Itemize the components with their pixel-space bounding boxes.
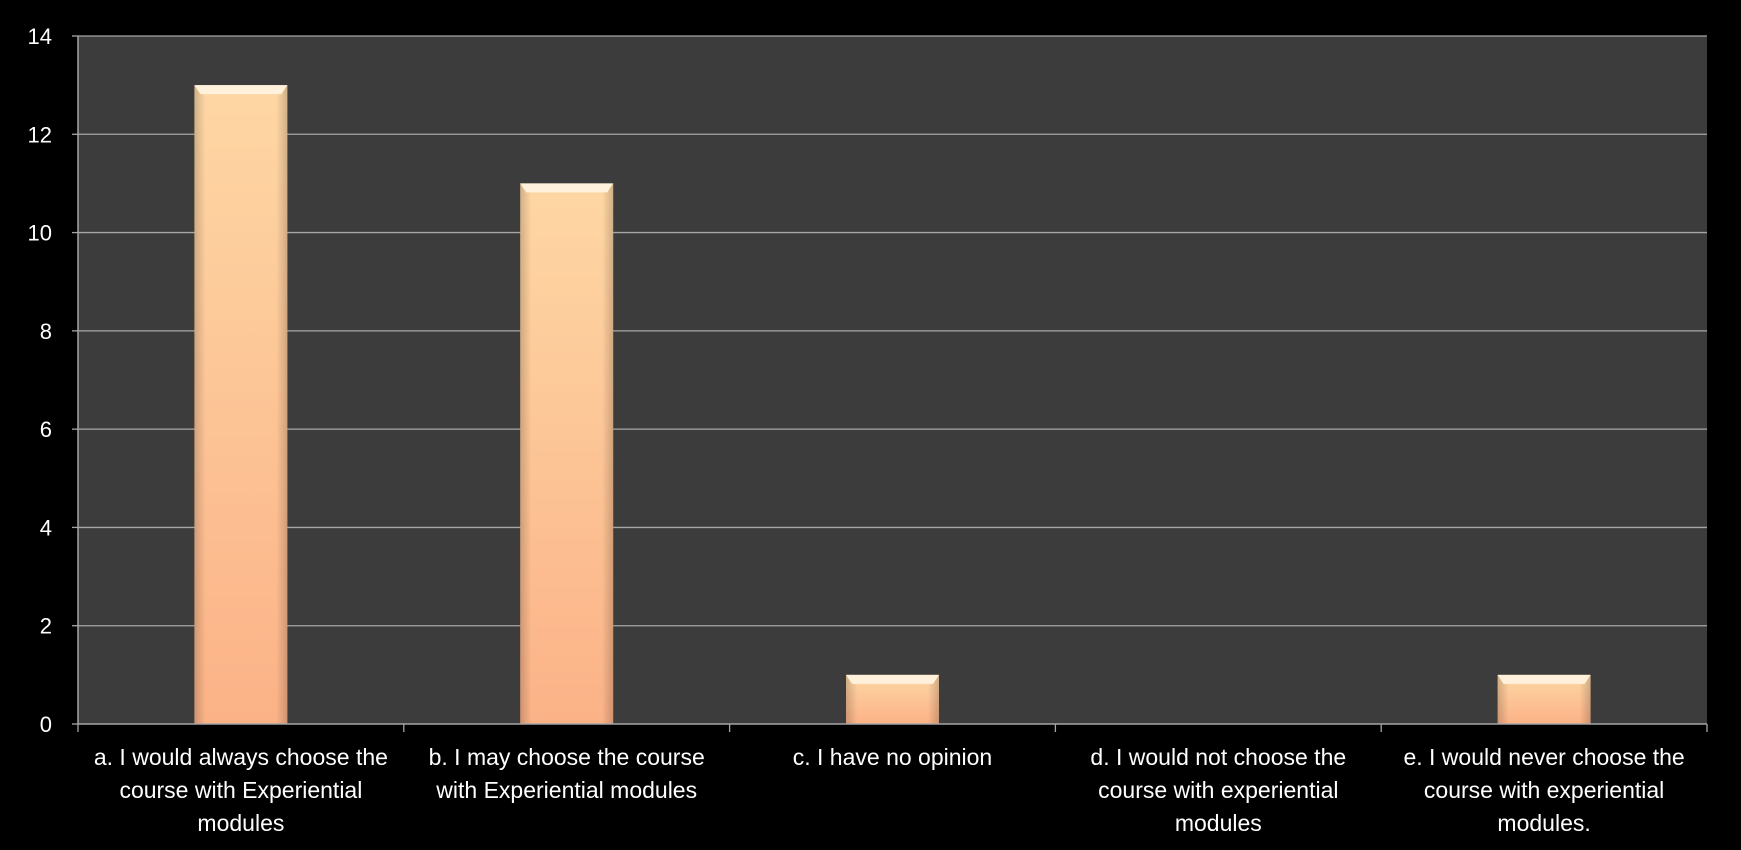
bar-bevel — [194, 85, 288, 95]
y-tick-label: 14 — [28, 24, 52, 49]
x-category-label-line: a. I would always choose the — [94, 744, 388, 770]
bar-shade — [520, 183, 614, 724]
x-category-label-line: course with experiential — [1098, 777, 1338, 803]
axes — [72, 35, 1708, 732]
x-category-label: d. I would not choose the course with exp… — [1090, 744, 1346, 836]
x-category-label-line: d. I would not choose the — [1090, 744, 1346, 770]
x-category-label: b. I may choose the course with Experient… — [429, 744, 705, 803]
x-category-label-line: modules — [197, 810, 284, 836]
x-category-label-line: modules. — [1497, 810, 1590, 836]
gridlines — [78, 35, 1707, 627]
x-category-labels: a. I would always choose the course with … — [94, 744, 1685, 836]
bar-bevel — [846, 674, 939, 684]
y-tick-label: 6 — [40, 417, 52, 442]
bar — [194, 85, 288, 724]
x-category-label-line: modules — [1175, 810, 1262, 836]
x-category-label-line: course with Experiential — [119, 777, 362, 803]
x-category-label: c. I have no opinion — [793, 744, 992, 770]
bar-bevel — [520, 183, 614, 193]
y-tick-label: 4 — [40, 515, 52, 540]
bar-bevel — [1497, 674, 1591, 684]
y-tick-label: 8 — [40, 319, 52, 344]
x-category-label-line: c. I have no opinion — [793, 744, 992, 770]
x-category-label-line: b. I may choose the course — [429, 744, 705, 770]
plot-area — [78, 36, 1707, 724]
x-category-label-line: e. I would never choose the — [1403, 744, 1684, 770]
bar — [520, 183, 614, 724]
x-category-label-line: course with experiential — [1424, 777, 1664, 803]
bar — [846, 674, 939, 724]
y-tick-label: 2 — [40, 614, 52, 639]
bar — [1497, 674, 1591, 724]
y-tick-label: 0 — [40, 712, 52, 737]
bar-shade — [194, 85, 288, 724]
x-category-label: a. I would always choose the course with … — [94, 744, 388, 836]
y-tick-label: 10 — [28, 221, 52, 246]
y-tick-label: 12 — [28, 122, 52, 147]
bars — [194, 85, 1591, 724]
x-category-label: e. I would never choose the course with e… — [1403, 744, 1684, 836]
y-tick-labels: 0 2 4 6 8 10 12 14 — [28, 24, 52, 737]
x-category-label-line: with Experiential modules — [435, 777, 697, 803]
